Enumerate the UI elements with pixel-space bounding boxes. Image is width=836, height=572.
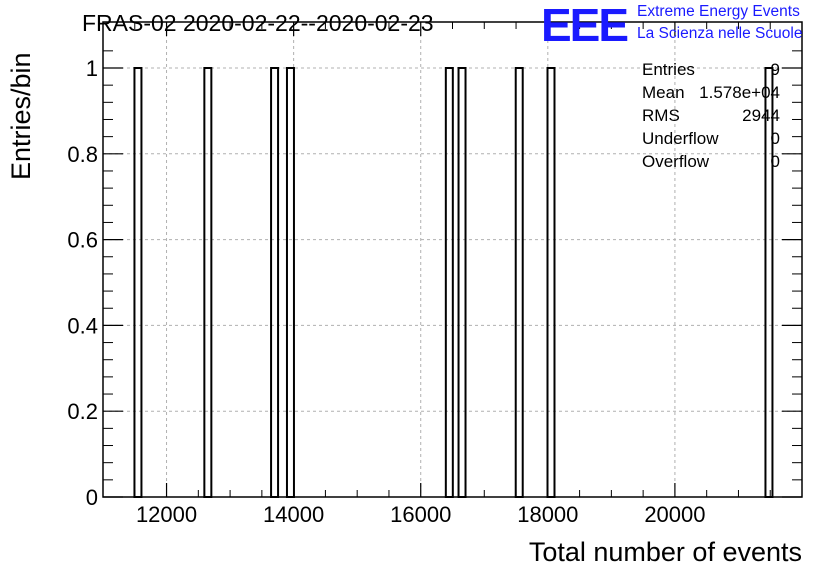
stat-value: 2944 [742, 106, 780, 125]
histogram-bin [133, 67, 143, 498]
y-tick-label: 0.6 [67, 228, 98, 253]
stat-label: Overflow [642, 152, 710, 171]
logo-line-1: Extreme Energy Events [637, 3, 800, 20]
stat-label: Underflow [642, 129, 719, 148]
stat-value: 0 [770, 129, 780, 148]
stat-row-overflow: Overflow 0 [642, 152, 782, 175]
y-axis-label: Entries/bin [6, 52, 36, 180]
y-tick-label: 0.4 [67, 313, 98, 338]
histogram-bin [546, 67, 556, 498]
y-tick-label: 0.2 [67, 399, 98, 424]
chart-title: FRAS-02 2020-02-22--2020-02-23 [82, 10, 434, 36]
logo-line-2: La Scienza nelle Scuole [637, 25, 803, 42]
histogram-bin [270, 67, 280, 498]
histogram-bin [514, 67, 524, 498]
histogram-bars [133, 67, 774, 498]
x-tick-label: 14000 [263, 502, 324, 527]
histogram-bin [285, 67, 295, 498]
stat-value: 0 [770, 152, 780, 171]
histogram-bin [203, 67, 213, 498]
stat-value: 1.578e+04 [699, 83, 780, 102]
stat-row-rms: RMS 2944 [642, 106, 782, 129]
x-tick-label: 20000 [644, 502, 705, 527]
x-tick-label: 18000 [517, 502, 578, 527]
stat-label: RMS [642, 106, 680, 125]
stat-row-underflow: Underflow 0 [642, 129, 782, 152]
x-axis-label: Total number of events [528, 537, 802, 567]
stat-label: Entries [642, 60, 695, 79]
y-tick-label: 1 [86, 56, 98, 81]
histogram-bin [457, 67, 467, 498]
x-tick-label: 12000 [136, 502, 197, 527]
stat-row-mean: Mean 1.578e+04 [642, 83, 782, 106]
stat-row-entries: Entries 9 [642, 60, 782, 83]
stats-box: Entries 9 Mean 1.578e+04 RMS 2944 Underf… [642, 60, 782, 175]
y-tick-label: 0.8 [67, 142, 98, 167]
eee-logo: EEE [541, 0, 629, 51]
histogram-bin [444, 67, 454, 498]
y-tick-label: 0 [86, 485, 98, 510]
axis-ticks: 12000 14000 16000 18000 20000 0 0.2 0.4 0.6 0.8 1 [67, 22, 802, 527]
stat-value: 9 [770, 60, 780, 79]
stat-label: Mean [642, 83, 685, 102]
x-tick-label: 16000 [390, 502, 451, 527]
